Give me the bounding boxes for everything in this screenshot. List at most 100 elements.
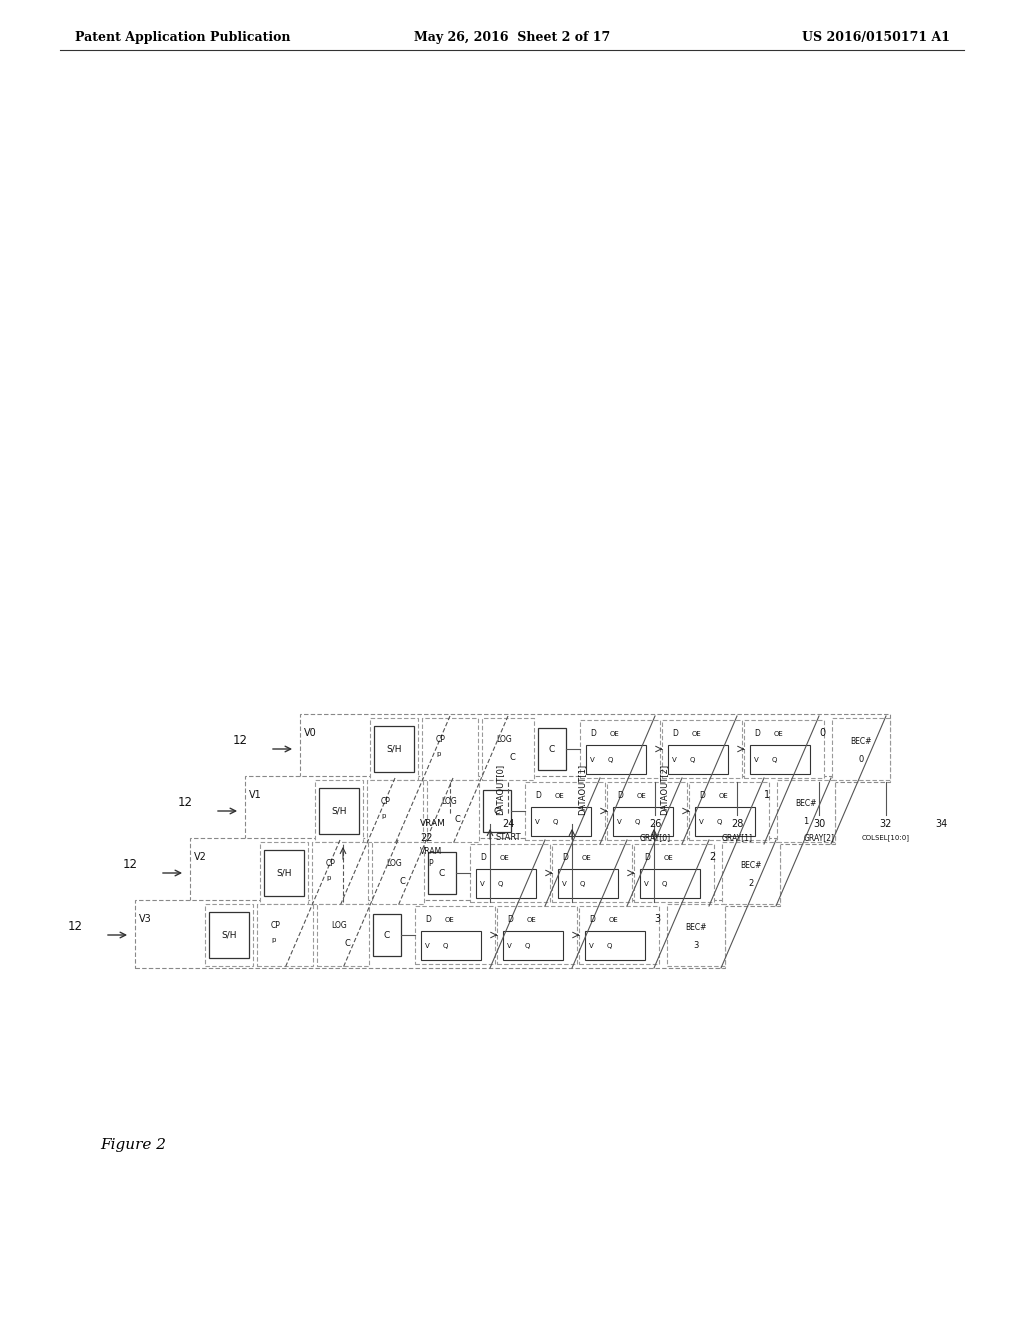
Text: Figure 2: Figure 2 [100, 1138, 166, 1152]
Text: 2: 2 [749, 879, 754, 887]
Bar [744, 719, 824, 777]
Text: 32: 32 [880, 818, 892, 829]
Text: V: V [644, 880, 649, 887]
Bar [135, 900, 725, 968]
Bar [607, 781, 687, 840]
Bar [531, 807, 591, 836]
Text: OE: OE [445, 917, 455, 923]
Bar [689, 781, 769, 840]
Bar [640, 869, 700, 898]
Text: LOG: LOG [441, 796, 457, 805]
Text: V3: V3 [138, 913, 152, 924]
Bar [585, 931, 645, 960]
Text: D: D [562, 854, 568, 862]
Text: 30: 30 [813, 818, 825, 829]
Text: 12: 12 [232, 734, 248, 747]
Text: C: C [384, 931, 390, 940]
Bar [586, 744, 646, 774]
Text: D: D [535, 792, 541, 800]
Text: LOG: LOG [496, 734, 512, 743]
Text: Q: Q [607, 942, 612, 949]
Text: Q: Q [525, 942, 530, 949]
Bar [257, 904, 313, 966]
Text: May 26, 2016  Sheet 2 of 17: May 26, 2016 Sheet 2 of 17 [414, 32, 610, 45]
Text: D: D [754, 730, 760, 738]
Bar [482, 718, 534, 780]
Text: START: START [496, 833, 521, 842]
Bar [634, 843, 714, 902]
Text: CP: CP [326, 858, 336, 867]
Text: DATAOUT[0]: DATAOUT[0] [495, 763, 504, 814]
Bar [245, 776, 835, 843]
Bar [370, 718, 418, 780]
Bar [300, 714, 890, 781]
Text: OE: OE [692, 731, 701, 737]
Bar [538, 729, 566, 770]
Text: V: V [535, 818, 540, 825]
Text: D: D [507, 916, 513, 924]
Text: Q: Q [608, 756, 613, 763]
Bar [662, 719, 742, 777]
Bar [580, 719, 660, 777]
Text: BEC#: BEC# [796, 799, 817, 808]
Bar [415, 906, 495, 964]
Text: S/H: S/H [276, 869, 292, 878]
Text: 24: 24 [502, 818, 514, 829]
Text: Q: Q [553, 818, 558, 825]
Text: OE: OE [719, 793, 729, 799]
Text: V: V [562, 880, 566, 887]
Text: Q: Q [772, 756, 777, 763]
Text: GRAY[0]: GRAY[0] [639, 833, 671, 842]
Text: OE: OE [664, 855, 674, 861]
Text: S/H: S/H [331, 807, 347, 816]
Bar [750, 744, 810, 774]
Text: C: C [454, 814, 460, 824]
Bar [374, 726, 414, 772]
Text: DATAOUT[2]: DATAOUT[2] [659, 763, 668, 814]
Text: LOG: LOG [331, 920, 347, 929]
Text: V0: V0 [304, 729, 316, 738]
Text: OE: OE [582, 855, 592, 861]
Text: V: V [507, 942, 512, 949]
Bar [427, 780, 479, 842]
Text: 2: 2 [709, 851, 715, 862]
Text: P: P [428, 859, 432, 869]
Text: OE: OE [555, 793, 565, 799]
Text: C: C [439, 869, 445, 878]
Bar [190, 838, 780, 906]
Text: CP: CP [381, 796, 391, 805]
Text: D: D [589, 916, 595, 924]
Bar [722, 842, 780, 904]
Text: Patent Application Publication: Patent Application Publication [75, 32, 291, 45]
Bar [667, 904, 725, 966]
Bar [552, 843, 632, 902]
Text: D: D [617, 792, 623, 800]
Bar [319, 788, 359, 834]
Text: V: V [699, 818, 703, 825]
Bar [373, 913, 401, 956]
Text: GRAY[1]: GRAY[1] [722, 833, 753, 842]
Text: BEC#: BEC# [685, 923, 707, 932]
Bar [777, 780, 835, 842]
Bar [525, 781, 605, 840]
Text: Q: Q [498, 880, 504, 887]
Text: D: D [425, 916, 431, 924]
Text: 1: 1 [804, 817, 809, 825]
Text: V: V [425, 942, 430, 949]
Text: 0: 0 [858, 755, 863, 763]
Bar [503, 931, 563, 960]
Text: 22: 22 [420, 833, 432, 843]
Text: 12: 12 [123, 858, 137, 871]
Text: OE: OE [637, 793, 647, 799]
Text: Q: Q [717, 818, 722, 825]
Text: C: C [494, 807, 500, 816]
Text: Q: Q [443, 942, 449, 949]
Text: GRAY[2]: GRAY[2] [804, 833, 835, 842]
Text: Q: Q [690, 756, 695, 763]
Text: V: V [672, 756, 677, 763]
Bar [428, 851, 456, 894]
Text: C: C [344, 939, 350, 948]
Text: DATAOUT[1]: DATAOUT[1] [577, 763, 586, 814]
Bar [317, 904, 369, 966]
Bar [422, 718, 478, 780]
